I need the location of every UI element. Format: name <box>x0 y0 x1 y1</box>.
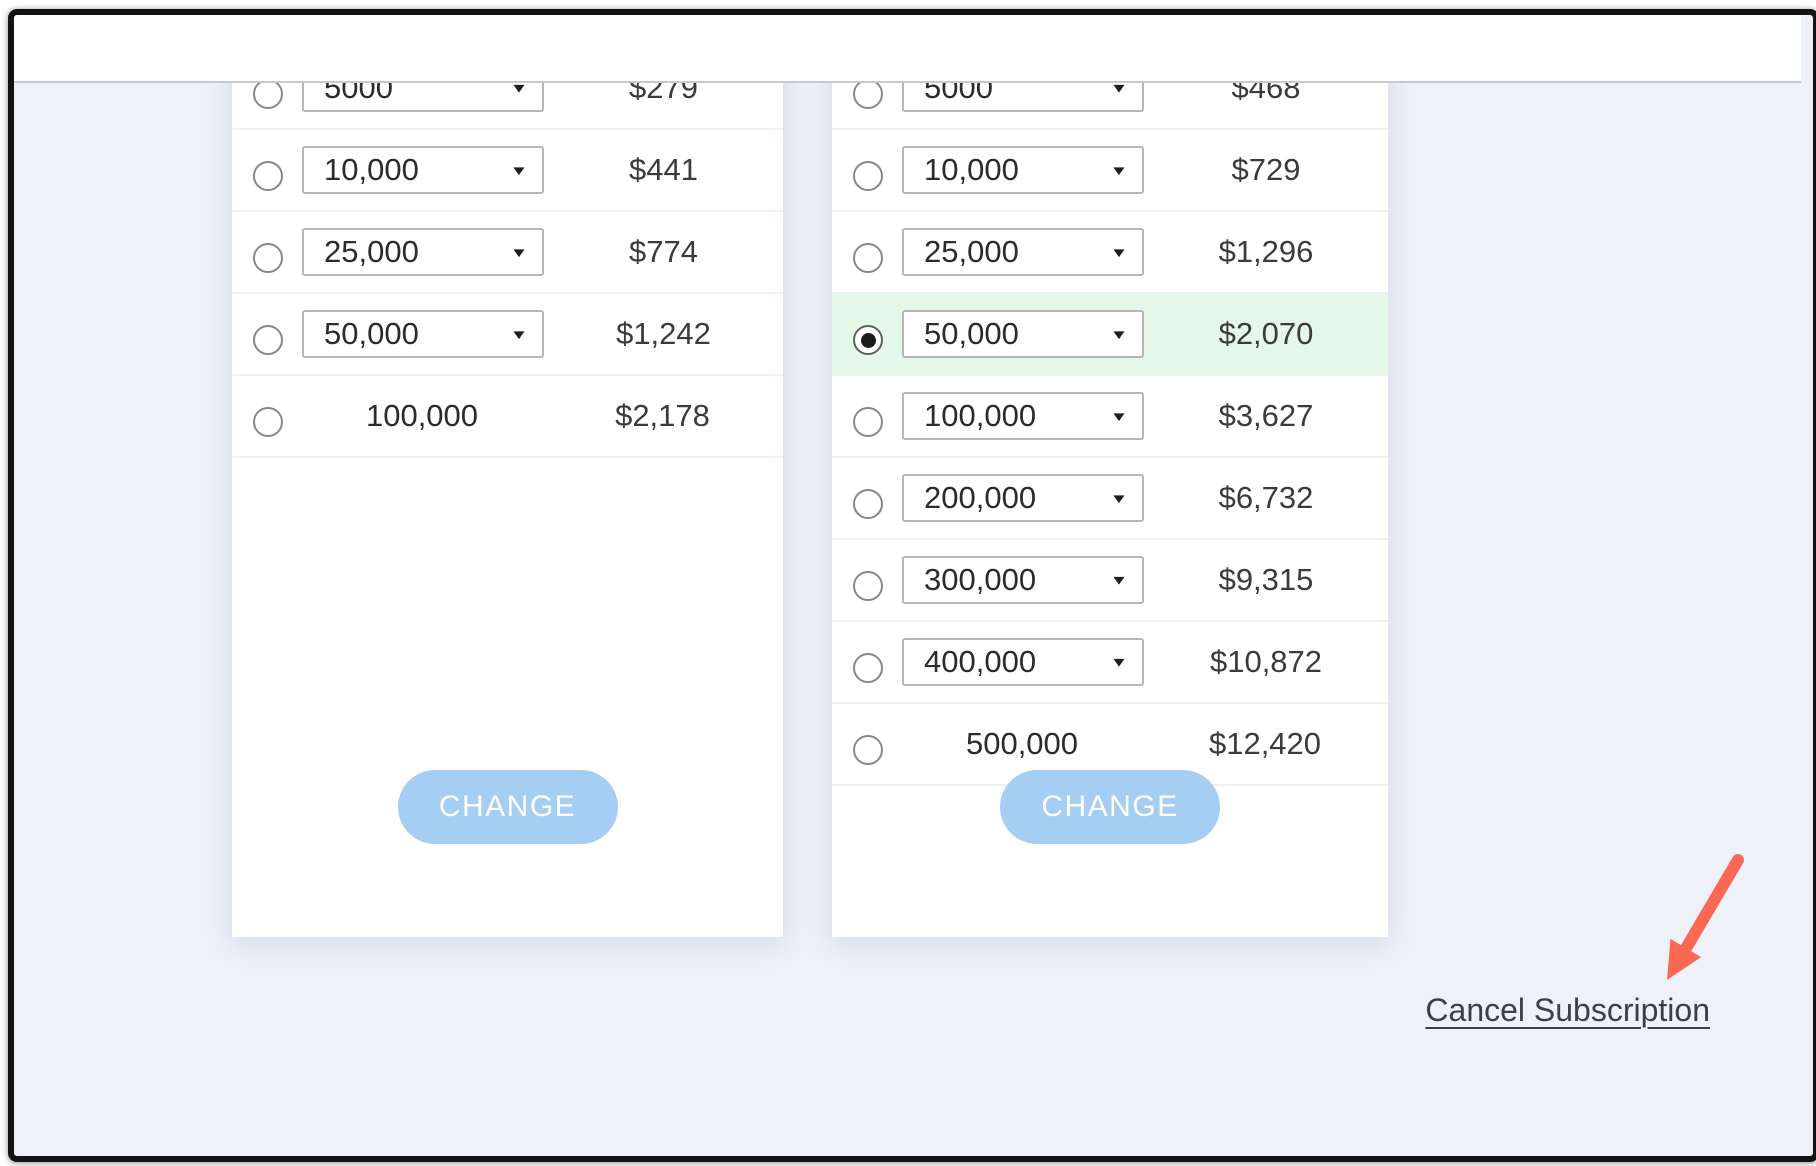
price-label: $12,420 <box>1208 726 1322 761</box>
chevron-down-icon: ▼ <box>509 162 529 178</box>
price-label: $2,178 <box>615 398 710 433</box>
price-label: $729 <box>1231 152 1301 187</box>
radio-button[interactable] <box>253 407 283 437</box>
chevron-down-icon: ▼ <box>1109 162 1129 178</box>
radio-button[interactable] <box>853 735 883 765</box>
radio-button[interactable] <box>853 653 883 683</box>
quantity-value: 10,000 <box>924 152 1019 187</box>
radio-button[interactable] <box>853 325 883 355</box>
radio-button[interactable] <box>853 161 883 191</box>
price-label: $9,315 <box>1218 562 1314 597</box>
radio-dot <box>860 332 876 348</box>
plan-panel-1: 5000 ▼ $279 10,000 ▼ $441 25,000 ▼ $774 … <box>232 48 783 937</box>
radio-button[interactable] <box>253 161 283 191</box>
radio-button[interactable] <box>253 325 283 355</box>
quantity-label: 500,000 <box>965 726 1079 761</box>
cancel-subscription-link[interactable]: Cancel Subscription <box>1425 992 1710 1028</box>
quantity-dropdown[interactable]: 100,000 ▼ <box>902 392 1144 440</box>
quantity-dropdown[interactable]: 10,000 ▼ <box>902 146 1144 194</box>
plan-panel-2: 5000 ▼ $468 10,000 ▼ $729 25,000 ▼ $1,29… <box>832 48 1388 937</box>
radio-button[interactable] <box>853 243 883 273</box>
price-label: $6,732 <box>1218 480 1314 515</box>
quantity-dropdown[interactable]: 200,000 ▼ <box>902 474 1144 522</box>
chevron-down-icon: ▼ <box>1109 490 1129 506</box>
plan-row: 10,000 ▼ $729 <box>832 130 1388 212</box>
chevron-down-icon: ▼ <box>509 244 529 260</box>
plan-row: 200,000 ▼ $6,732 <box>832 458 1388 540</box>
quantity-dropdown[interactable]: 50,000 ▼ <box>302 310 544 358</box>
change-button[interactable]: CHANGE <box>397 770 618 844</box>
quantity-dropdown[interactable]: 25,000 ▼ <box>302 228 544 276</box>
plan-row: 400,000 ▼ $10,872 <box>832 622 1388 704</box>
chevron-down-icon: ▼ <box>1109 244 1129 260</box>
radio-button[interactable] <box>253 79 283 109</box>
chevron-down-icon: ▼ <box>1109 408 1129 424</box>
quantity-value: 10,000 <box>324 152 419 187</box>
quantity-value: 400,000 <box>924 644 1037 679</box>
plan-row: 25,000 ▼ $1,296 <box>832 212 1388 294</box>
quantity-dropdown[interactable]: 50,000 ▼ <box>902 310 1144 358</box>
window-frame: 5000 ▼ $279 10,000 ▼ $441 25,000 ▼ $774 … <box>8 9 1816 1162</box>
quantity-value: 25,000 <box>924 234 1019 269</box>
quantity-value: 300,000 <box>924 562 1037 597</box>
chevron-down-icon: ▼ <box>1109 80 1129 96</box>
plan-row: 300,000 ▼ $9,315 <box>832 540 1388 622</box>
quantity-value: 200,000 <box>924 480 1037 515</box>
plan-row: 50,000 ▼ $1,242 <box>232 294 783 376</box>
quantity-value: 25,000 <box>324 234 419 269</box>
price-label: $3,627 <box>1218 398 1314 433</box>
chevron-down-icon: ▼ <box>509 326 529 342</box>
chevron-down-icon: ▼ <box>509 80 529 96</box>
quantity-value: 50,000 <box>324 316 419 351</box>
price-label: $441 <box>629 152 698 187</box>
price-label: $2,070 <box>1218 316 1314 351</box>
quantity-value: 100,000 <box>924 398 1037 433</box>
plan-rows-1: 5000 ▼ $279 10,000 ▼ $441 25,000 ▼ $774 … <box>232 48 783 458</box>
plan-row: 10,000 ▼ $441 <box>232 130 783 212</box>
window-header-bar <box>14 15 1801 83</box>
plan-row: 50,000 ▼ $2,070 <box>832 294 1388 376</box>
radio-button[interactable] <box>853 571 883 601</box>
radio-button[interactable] <box>853 407 883 437</box>
change-button[interactable]: CHANGE <box>1000 770 1220 844</box>
chevron-down-icon: ▼ <box>1109 326 1129 342</box>
quantity-dropdown[interactable]: 10,000 ▼ <box>302 146 544 194</box>
chevron-down-icon: ▼ <box>1109 572 1129 588</box>
chevron-down-icon: ▼ <box>1109 654 1129 670</box>
plan-rows-2: 5000 ▼ $468 10,000 ▼ $729 25,000 ▼ $1,29… <box>832 48 1388 786</box>
plan-row: 100,000 ▼ $3,627 <box>832 376 1388 458</box>
radio-button[interactable] <box>853 489 883 519</box>
price-label: $774 <box>629 234 698 269</box>
plan-row: 100,000 $2,178 <box>232 376 783 458</box>
quantity-dropdown[interactable]: 25,000 ▼ <box>902 228 1144 276</box>
plan-row: 25,000 ▼ $774 <box>232 212 783 294</box>
quantity-dropdown[interactable]: 400,000 ▼ <box>902 638 1144 686</box>
window-content: 5000 ▼ $279 10,000 ▼ $441 25,000 ▼ $774 … <box>14 15 1801 1144</box>
price-label: $1,296 <box>1218 234 1314 269</box>
quantity-label: 100,000 <box>365 398 479 433</box>
quantity-dropdown[interactable]: 300,000 ▼ <box>902 556 1144 604</box>
radio-button[interactable] <box>253 243 283 273</box>
radio-button[interactable] <box>853 79 883 109</box>
quantity-value: 50,000 <box>924 316 1019 351</box>
price-label: $1,242 <box>616 316 711 351</box>
price-label: $10,872 <box>1209 644 1323 679</box>
